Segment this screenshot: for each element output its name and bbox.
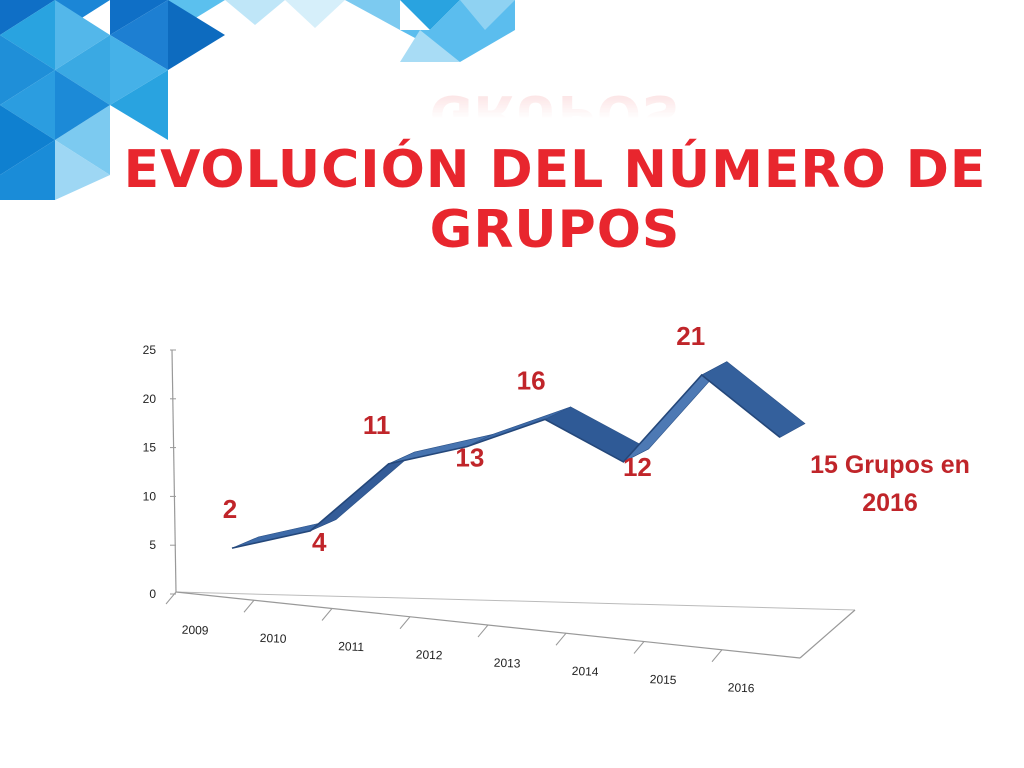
chart-title: EVOLUCIÓN DEL NÚMERO DE GRUPOS — [120, 140, 990, 260]
series-line — [231, 373, 781, 549]
x-tick-mark — [321, 608, 333, 621]
y-axis-line — [171, 349, 177, 593]
x-tick-mark — [399, 616, 411, 630]
x-tick-mark — [555, 632, 567, 646]
annotation-line2: 2016 — [862, 489, 918, 517]
x-tick-mark — [243, 599, 255, 613]
y-tick-label: 10 — [143, 489, 157, 503]
chart-title-line1: EVOLUCIÓN DEL NÚMERO DE — [123, 140, 987, 200]
ribbon-segment — [701, 361, 806, 438]
x-tick-mark — [477, 624, 489, 638]
x-tick-label: 2014 — [572, 664, 599, 679]
ribbon-segment — [310, 451, 415, 532]
data-label: 13 — [455, 443, 484, 473]
x-tick-label: 2015 — [650, 672, 677, 687]
data-label: 12 — [623, 452, 652, 482]
x-tick-label: 2013 — [494, 656, 521, 671]
x-tick-mark — [165, 591, 177, 605]
x-tick-label: 2012 — [416, 647, 443, 662]
y-tick-label: 15 — [143, 441, 157, 455]
x-tick-mark — [633, 641, 645, 654]
data-label: 16 — [517, 365, 546, 395]
data-label: 21 — [676, 321, 705, 351]
x-tick-label: 2009 — [182, 623, 209, 638]
annotation-line1: 15 Grupos en — [810, 451, 970, 479]
x-tick-label: 2010 — [260, 631, 287, 646]
data-label: 11 — [363, 410, 391, 440]
x-tick-label: 2016 — [728, 680, 755, 695]
floor-right-edge — [799, 609, 856, 659]
x-tick-mark — [711, 649, 723, 663]
series-ribbon — [231, 361, 806, 549]
data-label: 2 — [223, 494, 237, 524]
y-tick-label: 0 — [149, 587, 156, 601]
x-axis-ticks: 2009 2010 2011 2012 2013 2014 2015 2016 — [165, 591, 755, 695]
x-tick-label: 2011 — [338, 639, 365, 654]
y-tick-label: 25 — [143, 343, 157, 357]
y-tick-label: 20 — [143, 392, 157, 406]
chart-title-line2: GRUPOS — [429, 200, 681, 260]
floor-back-edge — [175, 591, 856, 611]
data-label: 4 — [312, 527, 327, 557]
annotation-15-grupos: 15 Grupos en 2016 — [790, 446, 990, 522]
decorative-triangle-pattern — [0, 0, 515, 200]
y-axis-ticks: 0 5 10 15 20 25 — [143, 343, 176, 601]
data-labels: 2 4 11 13 16 12 21 — [223, 321, 705, 557]
y-tick-label: 5 — [149, 538, 156, 552]
